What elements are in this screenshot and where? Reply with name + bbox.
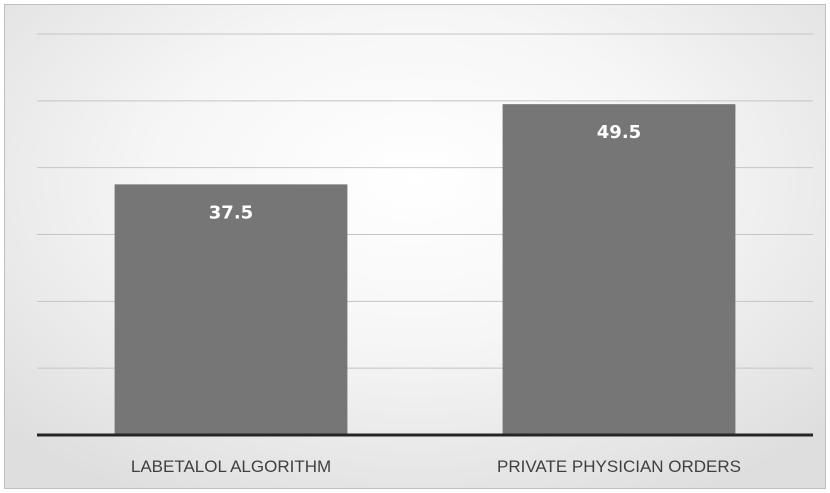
- data-label: 37.5: [209, 202, 253, 223]
- bar: [114, 184, 348, 435]
- bar-chart: 37.5 LABETALOL ALGORITHM 49.5 PRIVATE PHYSI…: [37, 33, 813, 476]
- chart-area: 37.5 LABETALOL ALGORITHM 49.5 PRIVATE PHYSI…: [4, 4, 826, 489]
- bar: [502, 104, 736, 436]
- x-tick-label: LABETALOL ALGORITHM: [131, 457, 331, 476]
- x-tick-label: PRIVATE PHYSICIAN ORDERS: [497, 457, 741, 476]
- data-label: 49.5: [597, 122, 641, 143]
